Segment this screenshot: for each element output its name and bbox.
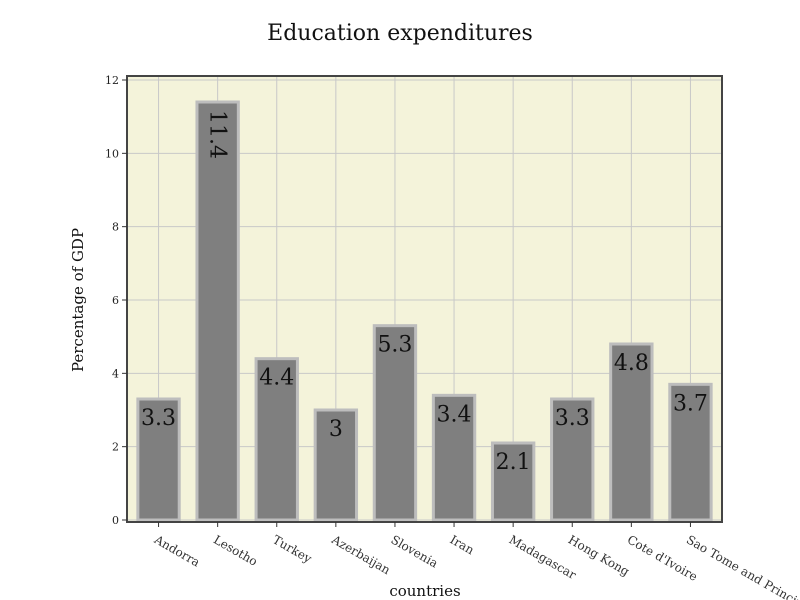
y-axis-ticks: 0 2 4 6 8 10 12 [105, 74, 127, 527]
bar-value-label: 3.3 [555, 406, 590, 431]
bar-value-labels: 3.3 11.4 4.4 3 5.3 3.4 2.1 3.3 4.8 3.7 [141, 110, 708, 475]
bar-slovenia [372, 324, 418, 522]
y-tick-label: 0 [112, 514, 119, 527]
x-tick-label: Sao Tome and Principe [684, 532, 800, 600]
y-tick-label: 4 [112, 367, 119, 380]
y-tick-label: 8 [112, 221, 119, 234]
x-tick-label: Lesotho [211, 532, 260, 568]
bar-hong-kong [550, 397, 595, 522]
x-tick-label: Slovenia [388, 532, 440, 570]
bar-value-label: 4.8 [614, 351, 649, 376]
y-tick-label: 2 [112, 441, 119, 454]
bar-value-label: 3.3 [141, 406, 176, 431]
x-tick-label: Azerbaijan [328, 532, 392, 577]
bar-value-label: 3 [329, 417, 343, 442]
y-tick-label: 6 [112, 294, 119, 307]
y-tick-label: 10 [105, 147, 119, 160]
x-tick-label: Andorra [151, 532, 202, 570]
bar-value-label: 3.7 [673, 391, 708, 416]
bar-turkey [254, 357, 299, 522]
bar-value-label: 5.3 [377, 333, 412, 358]
plot-frame [126, 75, 723, 523]
bar-iran [431, 393, 477, 522]
bar-madagascar [490, 441, 536, 522]
bar-sao-tome-and-principe [668, 382, 713, 522]
y-tick-label: 12 [105, 74, 119, 87]
y-axis-label: Percentage of GDP [69, 228, 87, 372]
bar-value-label: 2.1 [496, 450, 531, 475]
x-tick-label: Turkey [270, 532, 314, 566]
bar-lesotho [195, 100, 240, 522]
x-axis-label: countries [389, 582, 460, 600]
bar-value-label: 4.4 [259, 366, 294, 391]
bar-value-label: 11.4 [205, 110, 230, 159]
chart-title: Education expenditures [267, 21, 533, 46]
bars [136, 100, 713, 522]
bar-azerbaijan [313, 408, 359, 522]
x-tick-label: Iran [448, 532, 477, 557]
bar-cote-d-ivoire [609, 342, 654, 522]
bar-andorra [136, 397, 181, 522]
bar-value-label: 3.4 [437, 402, 472, 427]
